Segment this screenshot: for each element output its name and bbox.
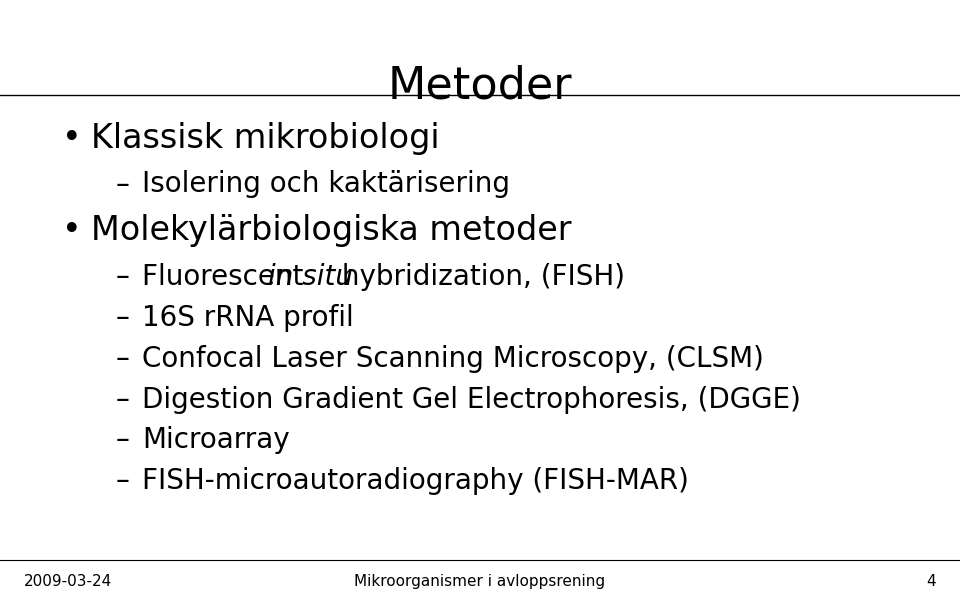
Text: 2009-03-24: 2009-03-24 — [24, 574, 112, 589]
Text: Isolering och kaktärisering: Isolering och kaktärisering — [142, 170, 510, 199]
Text: •: • — [62, 214, 82, 247]
Text: •: • — [62, 122, 82, 155]
Text: Klassisk mikrobiologi: Klassisk mikrobiologi — [91, 122, 440, 155]
Text: –: – — [115, 426, 129, 454]
Text: 4: 4 — [926, 574, 936, 589]
Text: FISH-microautoradiography (FISH-MAR): FISH-microautoradiography (FISH-MAR) — [142, 467, 689, 495]
Text: Fluorescent: Fluorescent — [142, 263, 312, 291]
Text: –: – — [115, 467, 129, 495]
Text: Molekylärbiologiska metoder: Molekylärbiologiska metoder — [91, 214, 572, 247]
Text: Mikroorganismer i avloppsrening: Mikroorganismer i avloppsrening — [354, 574, 606, 589]
Text: Confocal Laser Scanning Microscopy, (CLSM): Confocal Laser Scanning Microscopy, (CLS… — [142, 345, 764, 373]
Text: Microarray: Microarray — [142, 426, 290, 454]
Text: –: – — [115, 386, 129, 415]
Text: –: – — [115, 263, 129, 291]
Text: –: – — [115, 345, 129, 373]
Text: –: – — [115, 170, 129, 199]
Text: hybridization, (FISH): hybridization, (FISH) — [333, 263, 625, 291]
Text: in situ: in situ — [268, 263, 353, 291]
Text: Metoder: Metoder — [388, 65, 572, 108]
Text: 16S rRNA profil: 16S rRNA profil — [142, 304, 354, 332]
Text: Digestion Gradient Gel Electrophoresis, (DGGE): Digestion Gradient Gel Electrophoresis, … — [142, 386, 801, 415]
Text: –: – — [115, 304, 129, 332]
